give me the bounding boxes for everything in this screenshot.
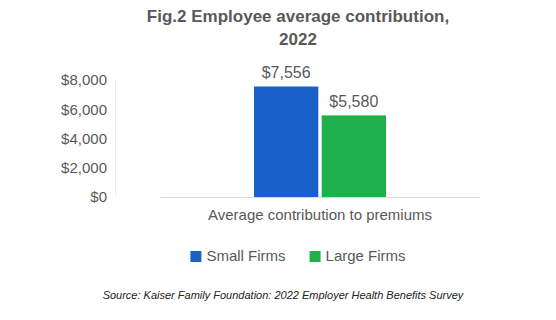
x-tick-label: Average contribution to premiums bbox=[208, 206, 432, 223]
data-labels: $7,556 $5,580 bbox=[262, 64, 379, 110]
x-tick: Average contribution to premiums bbox=[208, 197, 432, 223]
y-tick: $6,000 bbox=[61, 101, 115, 118]
y-tick: $4,000 bbox=[61, 130, 115, 147]
bars bbox=[254, 86, 386, 197]
y-tick-label: $2,000 bbox=[61, 159, 107, 176]
data-label: $7,556 bbox=[262, 64, 311, 81]
legend-swatch bbox=[310, 251, 321, 262]
y-tick-label: $8,000 bbox=[61, 71, 107, 88]
y-tick-label: $4,000 bbox=[61, 130, 107, 147]
legend-item: Small Firms bbox=[190, 247, 285, 264]
x-axis-line bbox=[161, 197, 481, 198]
y-tick: $8,000 bbox=[61, 71, 115, 88]
legend: Small Firms Large Firms bbox=[190, 247, 405, 264]
bar bbox=[322, 115, 386, 197]
legend-label: Large Firms bbox=[326, 247, 406, 264]
y-tick: $2,000 bbox=[61, 159, 115, 176]
source-note: Source: Kaiser Family Foundation: 2022 E… bbox=[103, 289, 465, 301]
title: Fig.2 Employee average contribution,2022 bbox=[147, 7, 449, 49]
y-tick: $0 bbox=[90, 188, 115, 205]
legend-item: Large Firms bbox=[310, 247, 406, 264]
bar bbox=[254, 86, 318, 197]
x-axis: Average contribution to premiums bbox=[161, 197, 481, 223]
y-axis: $0 $2,000 $4,000 $6,000 $8,000 bbox=[61, 71, 115, 205]
data-label: $5,580 bbox=[329, 93, 378, 110]
y-axis-line bbox=[115, 81, 116, 198]
legend-label: Small Firms bbox=[206, 247, 285, 264]
y-tick-label: $0 bbox=[90, 188, 107, 205]
y-tick-label: $6,000 bbox=[61, 101, 107, 118]
chart: Fig.2 Employee average contribution,2022… bbox=[0, 0, 556, 320]
legend-swatch bbox=[190, 251, 201, 262]
